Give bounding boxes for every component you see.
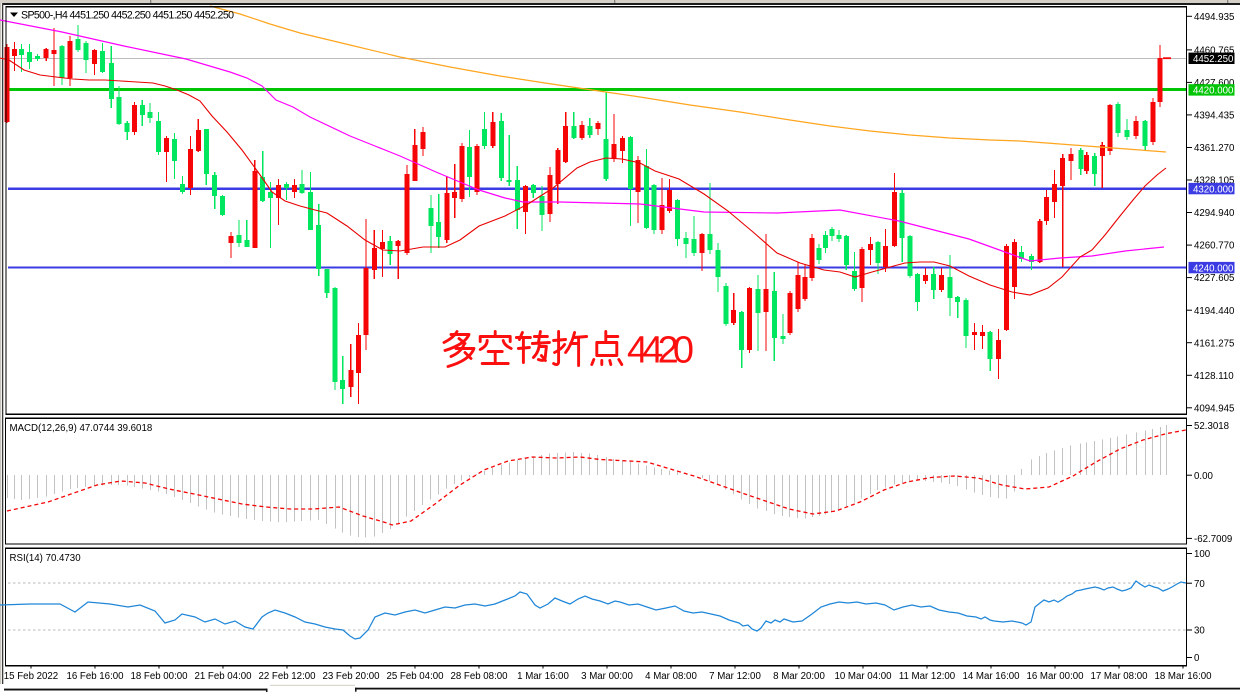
- svg-text:-62.7009: -62.7009: [1194, 534, 1232, 545]
- svg-text:3 Mar 00:00: 3 Mar 00:00: [581, 671, 633, 682]
- svg-text:4328.105: 4328.105: [1194, 176, 1234, 187]
- svg-text:17 Mar 08:00: 17 Mar 08:00: [1090, 671, 1148, 682]
- svg-text:4420: 4420: [627, 330, 694, 372]
- svg-text:4420.000: 4420.000: [1193, 86, 1234, 97]
- svg-text:23 Feb 20:00: 23 Feb 20:00: [322, 671, 380, 682]
- svg-text:4094.945: 4094.945: [1194, 403, 1234, 414]
- svg-text:MACD(12,26,9) 47.0744 39.6018: MACD(12,26,9) 47.0744 39.6018: [10, 423, 153, 434]
- svg-text:4394.435: 4394.435: [1194, 111, 1234, 122]
- svg-text:RSI(14) 70.4730: RSI(14) 70.4730: [10, 553, 82, 564]
- svg-text:4161.275: 4161.275: [1194, 338, 1234, 349]
- svg-text:11 Mar 12:00: 11 Mar 12:00: [899, 671, 956, 682]
- svg-text:4460.765: 4460.765: [1194, 46, 1234, 57]
- svg-text:22 Feb 12:00: 22 Feb 12:00: [258, 671, 316, 682]
- svg-text:16 Mar 00:00: 16 Mar 00:00: [1026, 671, 1084, 682]
- svg-text:4 Mar 08:00: 4 Mar 08:00: [645, 671, 697, 682]
- svg-text:4361.270: 4361.270: [1194, 143, 1235, 154]
- svg-text:14 Mar 16:00: 14 Mar 16:00: [962, 671, 1020, 682]
- svg-text:SP500-,H4 4451.250 4452.250 4: SP500-,H4 4451.250 4452.250 4451.250 445…: [21, 10, 234, 22]
- svg-text:4260.770: 4260.770: [1194, 241, 1235, 252]
- svg-text:4227.605: 4227.605: [1194, 273, 1234, 284]
- svg-text:4128.110: 4128.110: [1194, 371, 1234, 382]
- svg-text:18 Mar 16:00: 18 Mar 16:00: [1154, 671, 1212, 682]
- svg-text:1 Mar 16:00: 1 Mar 16:00: [517, 671, 569, 682]
- svg-text:4320.000: 4320.000: [1193, 184, 1234, 195]
- svg-text:4494.935: 4494.935: [1194, 12, 1234, 23]
- svg-text:16 Feb 16:00: 16 Feb 16:00: [66, 671, 124, 682]
- svg-text:100: 100: [1194, 549, 1211, 560]
- svg-text:21 Feb 04:00: 21 Feb 04:00: [194, 671, 252, 682]
- svg-text:4294.940: 4294.940: [1194, 208, 1235, 219]
- svg-text:15 Feb 2022: 15 Feb 2022: [4, 671, 58, 682]
- svg-text:7 Mar 12:00: 7 Mar 12:00: [709, 671, 761, 682]
- svg-text:25 Feb 04:00: 25 Feb 04:00: [386, 671, 444, 682]
- svg-text:52.3018: 52.3018: [1194, 421, 1229, 432]
- svg-text:18 Feb 00:00: 18 Feb 00:00: [130, 671, 188, 682]
- svg-text:4194.440: 4194.440: [1194, 306, 1235, 317]
- svg-text:4240.000: 4240.000: [1193, 263, 1234, 274]
- svg-text:4452.250: 4452.250: [1193, 54, 1234, 65]
- svg-text:0.00: 0.00: [1194, 471, 1213, 482]
- svg-text:0: 0: [1194, 653, 1200, 664]
- svg-text:10 Mar 04:00: 10 Mar 04:00: [834, 671, 892, 682]
- svg-text:70: 70: [1194, 579, 1205, 590]
- svg-text:28 Feb 08:00: 28 Feb 08:00: [450, 671, 508, 682]
- svg-text:4427.600: 4427.600: [1194, 78, 1235, 89]
- svg-text:30: 30: [1194, 626, 1205, 637]
- svg-text:8 Mar 20:00: 8 Mar 20:00: [773, 671, 825, 682]
